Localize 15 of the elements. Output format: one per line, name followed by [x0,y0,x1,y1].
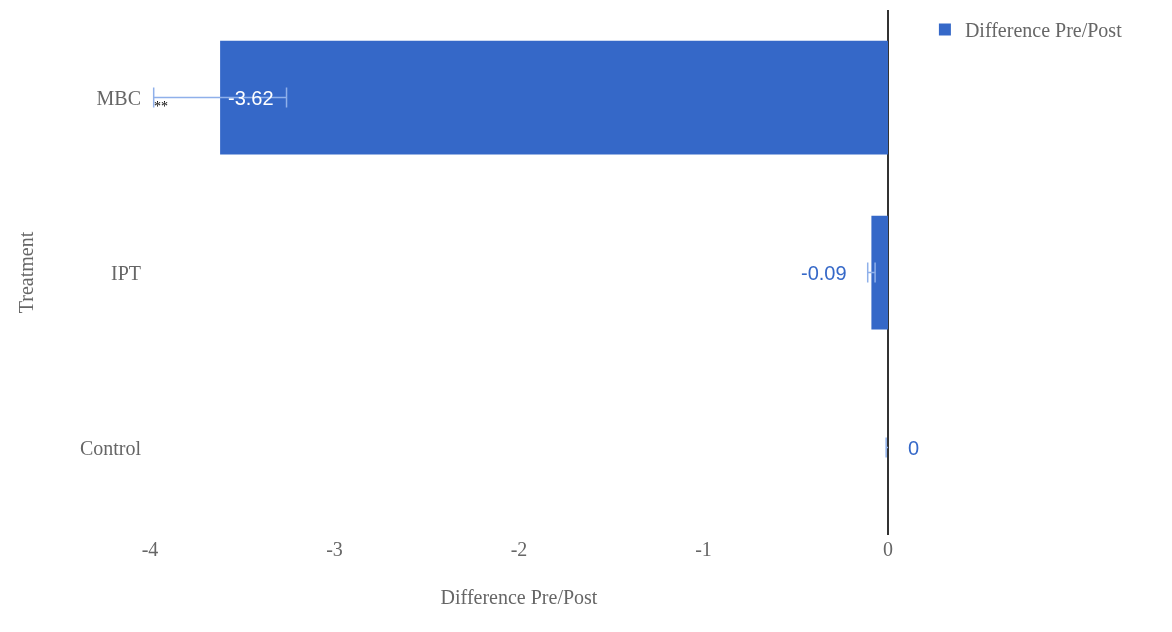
x-tick-label: -1 [695,538,712,560]
x-tick-label: 0 [883,538,893,560]
y-tick-label: Control [79,436,142,459]
y-tick-label: IPT [111,261,141,284]
data-label: 0 [908,437,920,459]
x-tick-label: -2 [510,538,528,560]
legend-label: Difference Pre/Post [964,19,1123,42]
data-label: -0.09 [801,262,847,284]
y-axis-title: Treatment [15,231,38,314]
annotation: ** [154,99,168,114]
x-tick-label: -4 [141,538,159,560]
data-label: -3.62 [228,87,274,109]
y-tick-label: MBC [96,86,141,109]
x-tick-label: -3 [326,538,343,560]
x-axis-title: Difference Pre/Post [440,585,598,608]
